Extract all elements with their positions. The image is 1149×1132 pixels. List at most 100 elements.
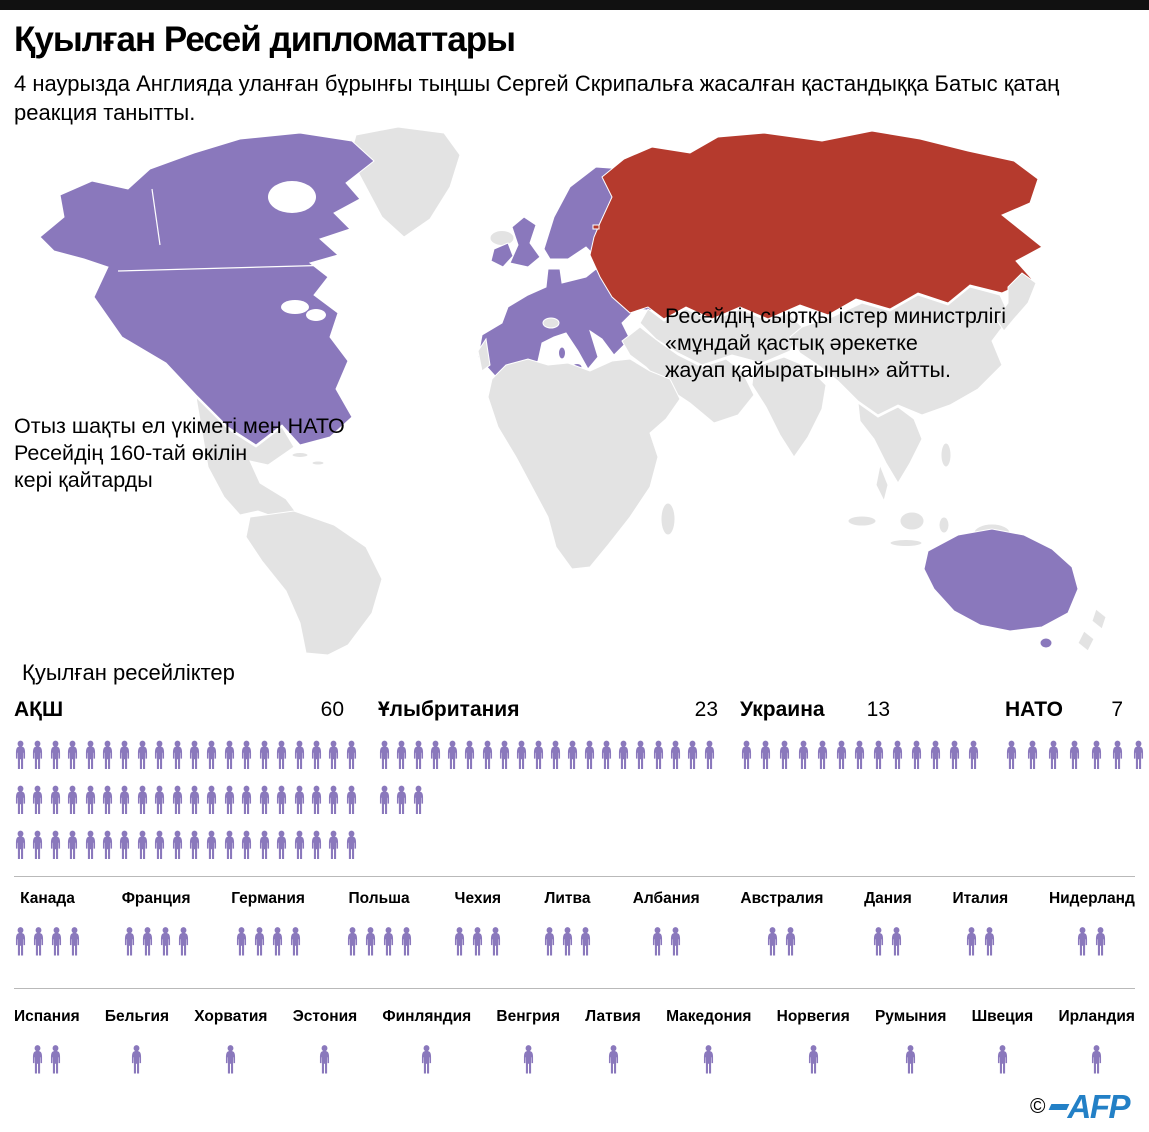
map-new-zealand-north: [1091, 608, 1107, 630]
person-icon: [277, 740, 287, 769]
pictogram-figures: [965, 923, 996, 960]
group-label: Украина: [740, 698, 825, 721]
person-icon: [448, 740, 458, 769]
person-icon: [585, 740, 595, 769]
person-icon: [544, 927, 555, 956]
person-icon: [414, 785, 424, 814]
person-icon: [808, 1045, 818, 1074]
person-icon: [704, 740, 714, 769]
map-sulawesi: [938, 516, 950, 534]
pictogram-figures: [543, 923, 592, 960]
pictogram-figures: [235, 923, 302, 960]
pictogram-figures: [1076, 923, 1107, 960]
person-icon: [397, 785, 407, 814]
person-icon: [33, 785, 43, 814]
person-icon: [102, 785, 113, 814]
pictogram-group: Италия: [952, 890, 1008, 960]
page-title: Қуылған Ресей дипломаттары: [14, 20, 516, 59]
person-icon: [155, 740, 165, 769]
person-icon: [379, 740, 390, 769]
copyright-symbol: ©: [1030, 1094, 1046, 1118]
pictogram-group: Румыния: [875, 1008, 946, 1078]
person-icon: [137, 830, 147, 859]
map-portugal: [477, 337, 491, 372]
map-sumatra: [847, 515, 877, 527]
pictogram-figures: [702, 1041, 715, 1078]
person-icon: [414, 740, 424, 769]
person-icon: [68, 785, 78, 814]
person-icon: [311, 785, 321, 814]
pictogram-group: АҚШ 60: [14, 698, 358, 870]
group-label: Франция: [121, 890, 191, 907]
person-icon: [85, 830, 95, 859]
person-icon: [242, 740, 252, 769]
person-icon: [242, 830, 252, 859]
person-icon: [383, 927, 393, 956]
person-icon: [120, 830, 130, 859]
map-southeast-asia: [857, 401, 923, 484]
person-icon: [172, 785, 182, 814]
person-icon: [1096, 927, 1106, 956]
pictogram-figures: [607, 1041, 620, 1078]
map-borneo: [899, 511, 925, 531]
person-icon: [102, 830, 113, 859]
person-icon: [172, 740, 182, 769]
group-label: Ұлыбритания: [378, 698, 520, 721]
person-icon: [567, 740, 578, 769]
person-icon: [968, 740, 978, 769]
map-kaliningrad: [592, 224, 600, 230]
person-icon: [397, 740, 407, 769]
map-malay-peninsula: [875, 463, 889, 503]
person-icon: [272, 927, 282, 956]
person-icon: [311, 830, 321, 859]
pictogram-group: Швеция: [972, 1008, 1033, 1078]
person-icon: [798, 740, 808, 769]
pictogram-figures: [453, 923, 502, 960]
pictogram-group: Украина 13: [740, 698, 980, 780]
map-hudson-bay: [268, 181, 316, 213]
pictogram-figures: [996, 1041, 1009, 1078]
group-label: Чехия: [454, 890, 502, 907]
divider: [14, 876, 1135, 877]
person-icon: [533, 740, 543, 769]
map-annotation-russia: Ресейдің сыртқы істер министрлігі «мұнда…: [665, 304, 1007, 382]
person-icon: [160, 927, 170, 956]
person-icon: [15, 927, 26, 956]
pictogram-group: Канада: [14, 890, 81, 960]
person-icon: [102, 740, 113, 769]
person-icon: [523, 1045, 533, 1074]
person-icon: [984, 927, 994, 956]
person-icon: [207, 830, 217, 859]
group-label: Албания: [632, 890, 700, 907]
map-china: [789, 286, 1011, 416]
group-label: Венгрия: [496, 1008, 561, 1025]
person-icon: [224, 830, 234, 859]
map-caribbean: [291, 452, 309, 458]
pictogram-group: Испания: [14, 1008, 80, 1078]
person-icon: [132, 1045, 142, 1074]
person-icon: [455, 927, 465, 956]
person-icon: [120, 785, 130, 814]
group-label: Бельгия: [104, 1008, 170, 1025]
person-icon: [1070, 740, 1080, 769]
person-icon: [906, 1045, 916, 1074]
pictogram-group: Германия: [231, 890, 305, 960]
person-icon: [329, 785, 339, 814]
pictogram-row: [1005, 735, 1145, 775]
person-icon: [652, 927, 662, 956]
pictogram-figures: [123, 923, 190, 960]
person-icon: [294, 740, 304, 769]
person-icon: [1092, 1045, 1102, 1074]
person-icon: [949, 740, 960, 769]
pictogram-group: Венгрия: [496, 1008, 560, 1078]
person-icon: [779, 740, 789, 769]
map-caribbean-2: [311, 460, 325, 466]
pictogram-row: [14, 780, 358, 820]
group-label: Канада: [20, 890, 75, 907]
pictogram-figures: [346, 923, 413, 960]
person-icon: [142, 927, 152, 956]
group-label: Испания: [14, 1008, 80, 1025]
person-icon: [619, 740, 629, 769]
person-icon: [15, 785, 26, 814]
pictogram-figures: [378, 735, 716, 820]
